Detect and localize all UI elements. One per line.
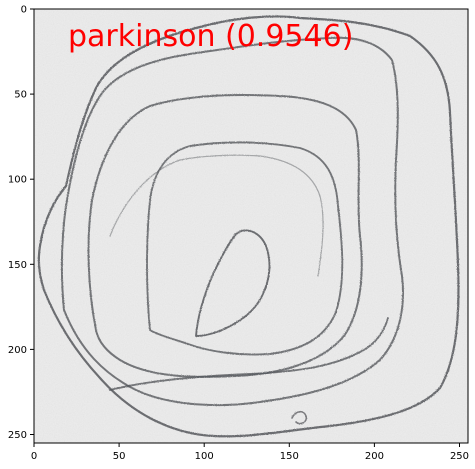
spiral-stroke-end-curl bbox=[291, 410, 308, 425]
y-tick-label: 200 bbox=[8, 345, 27, 356]
axes-frame bbox=[33, 8, 469, 444]
y-tick-label: 250 bbox=[8, 430, 27, 441]
spiral-stroke-tail bbox=[109, 317, 389, 391]
pencil-strokes bbox=[37, 15, 460, 438]
y-axis: 0 50 100 150 200 250 bbox=[8, 5, 34, 441]
spiral-stroke-second bbox=[60, 36, 404, 407]
prediction-label: parkinson (0.9546) bbox=[68, 19, 353, 54]
spiral-stroke-outer bbox=[37, 15, 460, 438]
x-axis: 0 50 100 150 200 250 bbox=[31, 443, 469, 462]
spiral-stroke-faint bbox=[109, 154, 324, 277]
x-tick-label: 200 bbox=[365, 451, 384, 462]
y-tick-label: 0 bbox=[21, 5, 27, 16]
y-tick-label: 100 bbox=[8, 175, 27, 186]
spiral-stroke-core bbox=[195, 229, 271, 337]
x-tick-label: 100 bbox=[195, 451, 214, 462]
spiral-drawing-image bbox=[34, 9, 468, 443]
y-tick-label: 150 bbox=[8, 260, 27, 271]
spiral-stroke-fourth bbox=[146, 141, 344, 356]
x-tick-label: 0 bbox=[31, 451, 37, 462]
x-tick-label: 50 bbox=[113, 451, 126, 462]
x-tick-label: 250 bbox=[450, 451, 469, 462]
x-tick-label: 150 bbox=[280, 451, 299, 462]
y-tick-label: 50 bbox=[14, 90, 27, 101]
